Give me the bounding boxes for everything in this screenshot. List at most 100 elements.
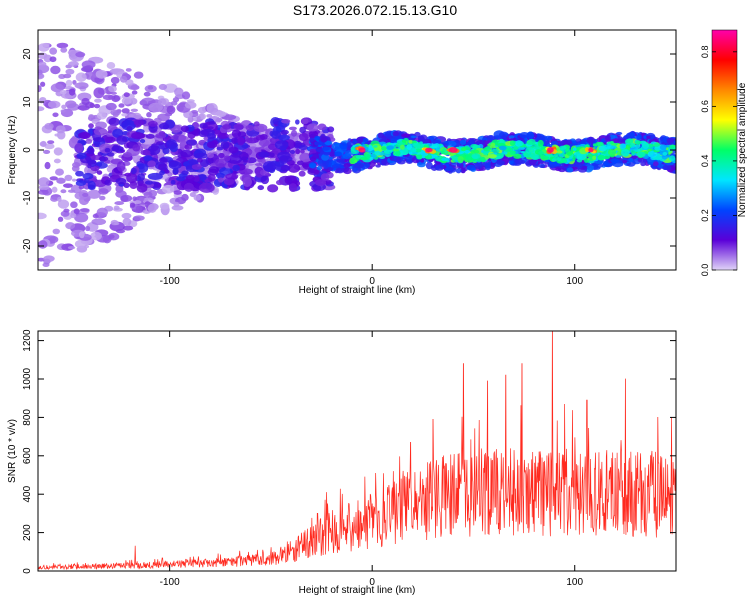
heatmap-cell bbox=[410, 135, 417, 139]
heatmap-cell bbox=[121, 108, 130, 114]
heatmap-cell bbox=[223, 177, 235, 186]
heatmap-cell bbox=[197, 106, 207, 114]
heatmap-cell bbox=[52, 228, 60, 235]
heatmap-cell bbox=[38, 85, 42, 93]
heatmap-cell bbox=[468, 139, 475, 144]
heatmap-cell bbox=[275, 179, 284, 186]
heatmap-cell bbox=[362, 138, 369, 142]
heatmap-cell bbox=[610, 158, 620, 163]
heatmap-cell bbox=[317, 123, 327, 131]
heatmap-cell bbox=[129, 181, 138, 190]
heatmap-cell bbox=[630, 146, 638, 151]
heatmap-cell bbox=[147, 172, 163, 180]
heatmap-cell bbox=[460, 147, 467, 152]
heatmap-cell bbox=[406, 144, 413, 150]
heatmap-cell bbox=[237, 136, 245, 146]
heatmap-cell bbox=[652, 161, 659, 167]
spectrogram-y-tick-label: 10 bbox=[22, 96, 33, 108]
heatmap-cell bbox=[139, 139, 146, 144]
heatmap-cell bbox=[350, 157, 356, 164]
heatmap-cell bbox=[96, 207, 108, 217]
heatmap-cell bbox=[550, 164, 555, 169]
heatmap-cell bbox=[50, 65, 61, 75]
heatmap-cell bbox=[146, 112, 152, 118]
heatmap-cell bbox=[342, 167, 352, 175]
heatmap-cell bbox=[193, 194, 202, 201]
heatmap-cell bbox=[607, 149, 617, 156]
heatmap-cell bbox=[43, 149, 51, 154]
heatmap-cell bbox=[122, 217, 132, 226]
spectrogram-x-tick-label: -100 bbox=[160, 276, 180, 287]
heatmap-cell bbox=[605, 135, 611, 141]
heatmap-cell bbox=[78, 185, 85, 190]
heatmap-cell bbox=[170, 179, 176, 185]
heatmap-cell bbox=[245, 137, 259, 144]
heatmap-cell bbox=[586, 165, 595, 171]
heatmap-cell bbox=[327, 126, 335, 133]
heatmap-cell bbox=[260, 175, 270, 185]
heatmap-cell bbox=[143, 91, 151, 97]
heatmap-cell bbox=[661, 154, 668, 160]
heatmap-cell bbox=[455, 168, 462, 174]
heatmap-cell bbox=[537, 139, 544, 147]
heatmap-cell bbox=[218, 177, 224, 183]
heatmap-cell bbox=[208, 166, 219, 173]
heatmap-cell bbox=[354, 159, 358, 163]
heatmap-cell bbox=[56, 42, 69, 49]
heatmap-cell bbox=[668, 155, 676, 162]
spectrogram-y-tick-label: 0 bbox=[22, 147, 33, 153]
heatmap-cell bbox=[84, 244, 90, 249]
heatmap-cell bbox=[125, 79, 134, 86]
heatmap-cell bbox=[253, 121, 260, 127]
heatmap-cell bbox=[629, 131, 636, 138]
heatmap-cell bbox=[159, 122, 170, 130]
heatmap-cell bbox=[509, 151, 516, 156]
heatmap-cell bbox=[75, 170, 84, 177]
heatmap-cell bbox=[442, 148, 447, 152]
heatmap-cell bbox=[301, 118, 309, 125]
heatmap-cell bbox=[295, 119, 300, 125]
heatmap-cell bbox=[555, 167, 562, 172]
heatmap-cell bbox=[653, 142, 660, 148]
heatmap-cell bbox=[116, 161, 126, 172]
heatmap-cell bbox=[339, 158, 345, 163]
heatmap-cell bbox=[104, 179, 112, 186]
spectrogram-y-tick-label: 20 bbox=[22, 48, 33, 60]
heatmap-cell bbox=[78, 132, 91, 139]
heatmap-cell bbox=[298, 170, 306, 177]
heatmap-cell bbox=[576, 152, 587, 161]
spectrogram-y-ticks: -20 -10 0 10 20 bbox=[22, 48, 676, 253]
heatmap-cell bbox=[40, 81, 46, 87]
snr-y-tick-label: 800 bbox=[22, 409, 33, 426]
heatmap-cell bbox=[300, 149, 305, 154]
heatmap-cell bbox=[395, 157, 401, 162]
heatmap-cell bbox=[126, 172, 138, 184]
heatmap-cell bbox=[198, 174, 207, 181]
heatmap-cell bbox=[353, 162, 365, 169]
heatmap-cell bbox=[262, 161, 277, 172]
heatmap-cell bbox=[40, 140, 47, 148]
heatmap-cell bbox=[566, 151, 573, 156]
heatmap-cell bbox=[133, 215, 145, 221]
heatmap-cell bbox=[597, 154, 606, 161]
heatmap-cell bbox=[586, 136, 596, 144]
heatmap-cell bbox=[38, 240, 48, 249]
heatmap-cell bbox=[125, 68, 132, 72]
heatmap-cell bbox=[381, 146, 387, 151]
heatmap-cell bbox=[132, 144, 141, 152]
heatmap-cell bbox=[198, 130, 210, 138]
heatmap-cell bbox=[254, 147, 262, 154]
heatmap-cell bbox=[102, 94, 115, 101]
heatmap-cell bbox=[193, 175, 200, 182]
heatmap-cell bbox=[668, 145, 674, 149]
heatmap-cell bbox=[94, 98, 102, 103]
heatmap-cell bbox=[84, 225, 91, 232]
heatmap-cell bbox=[484, 162, 492, 171]
heatmap-cell bbox=[44, 143, 55, 150]
heatmap-cell bbox=[560, 158, 568, 164]
heatmap-cell bbox=[161, 184, 175, 194]
heatmap-cell bbox=[425, 147, 433, 153]
heatmap-cell bbox=[57, 199, 70, 209]
heatmap-cell bbox=[364, 163, 371, 168]
